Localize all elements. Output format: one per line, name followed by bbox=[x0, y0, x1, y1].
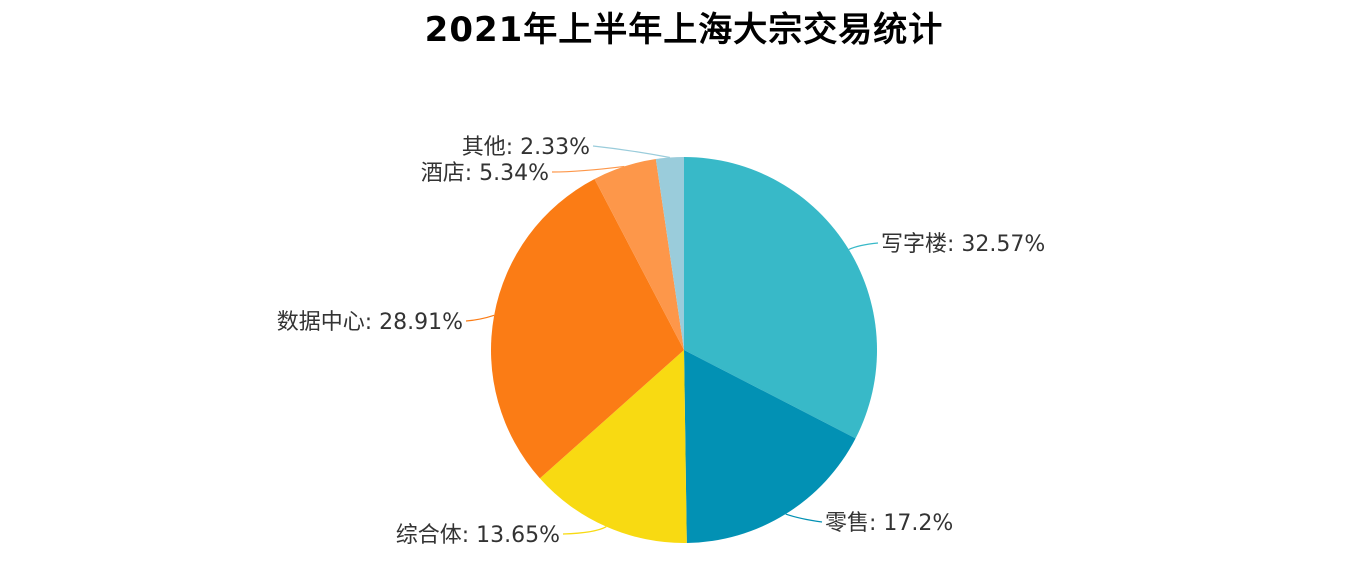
slice-label: 零售: 17.2% bbox=[825, 511, 953, 536]
label-leader-lines bbox=[465, 145, 879, 535]
pie-slices bbox=[490, 157, 878, 544]
pie-slice[interactable] bbox=[490, 178, 684, 479]
leader-line bbox=[551, 165, 625, 173]
leader-line bbox=[562, 526, 607, 535]
leader-line bbox=[848, 242, 879, 251]
slice-labels: 写字楼: 32.57% 零售: 17.2% 综合体: 13.65% 数据中心: 28.… bbox=[277, 135, 1046, 548]
slice-label: 数据中心: 28.91% bbox=[277, 310, 463, 335]
slice-label: 酒店: 5.34% bbox=[421, 161, 549, 186]
pie-slice[interactable] bbox=[594, 159, 684, 350]
leader-line bbox=[592, 145, 671, 159]
pie-slice[interactable] bbox=[539, 350, 687, 544]
pie-slice[interactable] bbox=[684, 350, 856, 543]
leader-line bbox=[785, 513, 823, 523]
slice-label: 其他: 2.33% bbox=[462, 135, 590, 160]
pie-slice[interactable] bbox=[684, 157, 878, 439]
slice-label: 综合体: 13.65% bbox=[396, 523, 560, 548]
leader-line bbox=[465, 314, 495, 322]
pie-slice[interactable] bbox=[655, 157, 684, 350]
chart-title: 2021年上半年上海大宗交易统计 bbox=[424, 10, 944, 50]
slice-label: 写字楼: 32.57% bbox=[881, 232, 1045, 257]
